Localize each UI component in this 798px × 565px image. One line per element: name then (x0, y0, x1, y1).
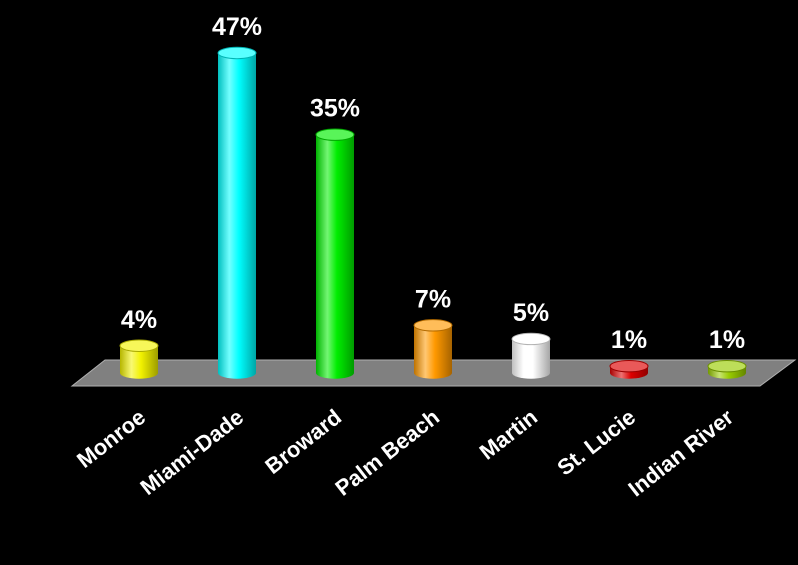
value-label: 47% (212, 13, 262, 41)
category-label: Palm Beach (330, 404, 444, 500)
category-label: Monroe (72, 404, 150, 473)
value-label: 1% (611, 326, 647, 354)
value-label: 4% (121, 306, 157, 334)
bar (511, 332, 551, 379)
bar (609, 359, 649, 379)
category-label: St. Lucie (552, 404, 640, 480)
bar (315, 128, 355, 379)
value-label: 1% (709, 326, 745, 354)
category-label: Indian River (623, 404, 738, 501)
category-label: Martin (475, 404, 542, 464)
bar (707, 359, 747, 379)
category-label: Broward (260, 404, 346, 479)
bar (413, 319, 453, 379)
bar (119, 339, 159, 379)
value-label: 7% (415, 285, 451, 313)
category-label: Miami-Dade (135, 404, 248, 500)
bar (217, 46, 257, 379)
value-label: 5% (513, 299, 549, 327)
value-label: 35% (310, 95, 360, 123)
